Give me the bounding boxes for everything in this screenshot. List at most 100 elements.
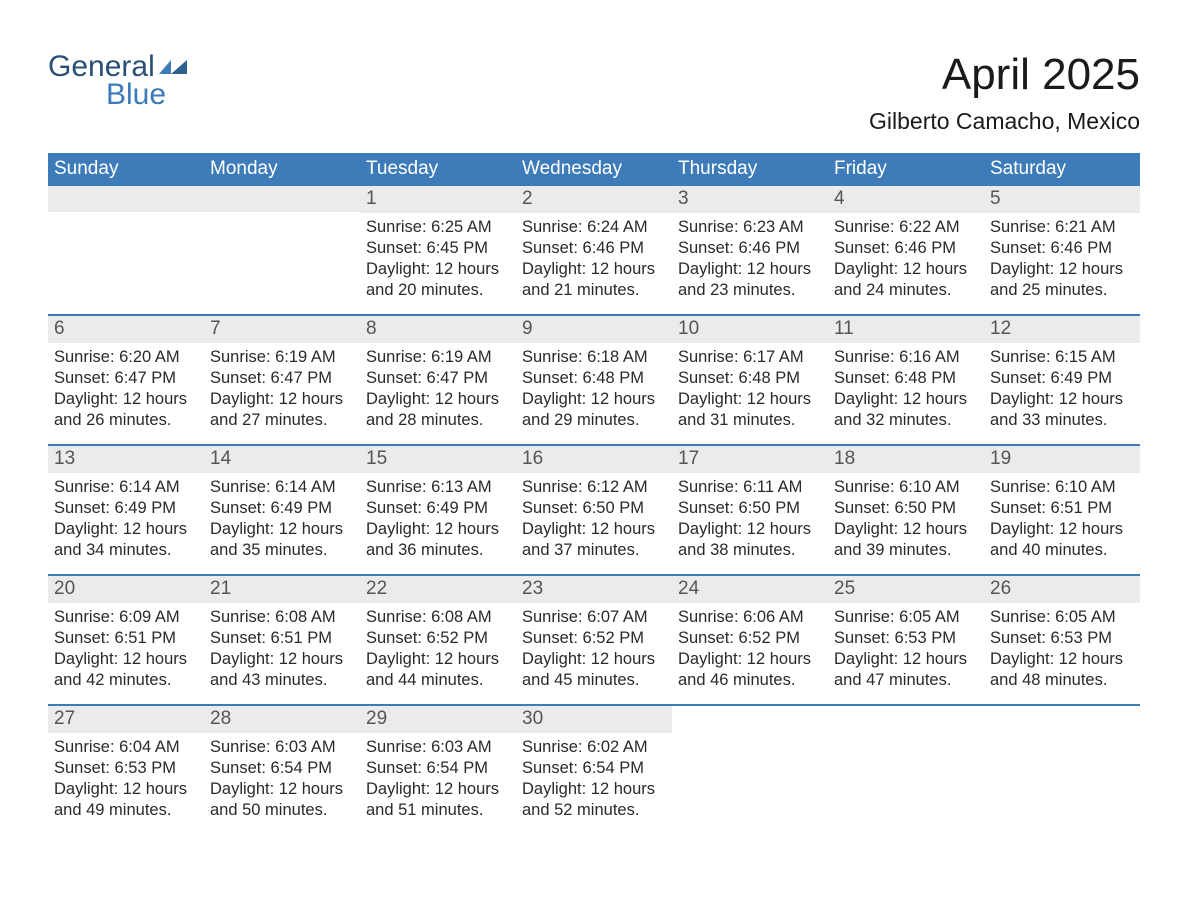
day-cell [204,186,360,314]
sunset-text: Sunset: 6:49 PM [54,498,198,519]
day-cell: 6Sunrise: 6:20 AMSunset: 6:47 PMDaylight… [48,316,204,444]
day-number-bar: 30 [516,706,672,733]
day-number: 7 [210,318,221,339]
day-number-bar: 14 [204,446,360,473]
day-info: Sunrise: 6:14 AMSunset: 6:49 PMDaylight:… [210,477,354,561]
sunrise-text: Sunrise: 6:25 AM [366,217,510,238]
sunset-text: Sunset: 6:46 PM [834,238,978,259]
day-cell [48,186,204,314]
sunrise-text: Sunrise: 6:05 AM [990,607,1134,628]
sunset-text: Sunset: 6:48 PM [678,368,822,389]
sunset-text: Sunset: 6:45 PM [366,238,510,259]
weekday-label: Monday [204,153,360,186]
day-number: 26 [990,578,1011,599]
day-info: Sunrise: 6:21 AMSunset: 6:46 PMDaylight:… [990,217,1134,301]
daylight-text: Daylight: 12 hours and 47 minutes. [834,649,978,691]
sunrise-text: Sunrise: 6:05 AM [834,607,978,628]
sunrise-text: Sunrise: 6:03 AM [366,737,510,758]
weekday-label: Tuesday [360,153,516,186]
daylight-text: Daylight: 12 hours and 24 minutes. [834,259,978,301]
logo: General Blue [48,50,187,112]
week-row: 20Sunrise: 6:09 AMSunset: 6:51 PMDayligh… [48,574,1140,704]
day-info: Sunrise: 6:05 AMSunset: 6:53 PMDaylight:… [834,607,978,691]
day-cell: 13Sunrise: 6:14 AMSunset: 6:49 PMDayligh… [48,446,204,574]
daylight-text: Daylight: 12 hours and 35 minutes. [210,519,354,561]
day-number: 15 [366,448,387,469]
day-number: 9 [522,318,533,339]
day-info: Sunrise: 6:12 AMSunset: 6:50 PMDaylight:… [522,477,666,561]
calendar-grid: Sunday Monday Tuesday Wednesday Thursday… [48,153,1140,834]
sunset-text: Sunset: 6:49 PM [210,498,354,519]
sunrise-text: Sunrise: 6:06 AM [678,607,822,628]
day-number-bar: 15 [360,446,516,473]
day-info: Sunrise: 6:10 AMSunset: 6:50 PMDaylight:… [834,477,978,561]
day-info: Sunrise: 6:08 AMSunset: 6:52 PMDaylight:… [366,607,510,691]
day-number-bar: 19 [984,446,1140,473]
day-number: 17 [678,448,699,469]
day-cell [984,706,1140,834]
sunset-text: Sunset: 6:52 PM [678,628,822,649]
day-info: Sunrise: 6:17 AMSunset: 6:48 PMDaylight:… [678,347,822,431]
daylight-text: Daylight: 12 hours and 33 minutes. [990,389,1134,431]
daylight-text: Daylight: 12 hours and 39 minutes. [834,519,978,561]
sunset-text: Sunset: 6:47 PM [366,368,510,389]
sunset-text: Sunset: 6:54 PM [366,758,510,779]
day-cell: 2Sunrise: 6:24 AMSunset: 6:46 PMDaylight… [516,186,672,314]
day-number: 30 [522,708,543,729]
daylight-text: Daylight: 12 hours and 50 minutes. [210,779,354,821]
day-number-bar: 28 [204,706,360,733]
sunrise-text: Sunrise: 6:15 AM [990,347,1134,368]
sunset-text: Sunset: 6:54 PM [210,758,354,779]
day-number: 23 [522,578,543,599]
sunrise-text: Sunrise: 6:16 AM [834,347,978,368]
day-info: Sunrise: 6:22 AMSunset: 6:46 PMDaylight:… [834,217,978,301]
day-info: Sunrise: 6:07 AMSunset: 6:52 PMDaylight:… [522,607,666,691]
daylight-text: Daylight: 12 hours and 27 minutes. [210,389,354,431]
day-info: Sunrise: 6:04 AMSunset: 6:53 PMDaylight:… [54,737,198,821]
daylight-text: Daylight: 12 hours and 52 minutes. [522,779,666,821]
day-number-bar: 13 [48,446,204,473]
day-cell: 19Sunrise: 6:10 AMSunset: 6:51 PMDayligh… [984,446,1140,574]
day-info: Sunrise: 6:03 AMSunset: 6:54 PMDaylight:… [210,737,354,821]
day-number: 3 [678,188,689,209]
sunrise-text: Sunrise: 6:23 AM [678,217,822,238]
logo-flag-icon [159,58,187,76]
daylight-text: Daylight: 12 hours and 23 minutes. [678,259,822,301]
sunset-text: Sunset: 6:51 PM [210,628,354,649]
sunrise-text: Sunrise: 6:19 AM [366,347,510,368]
sunrise-text: Sunrise: 6:08 AM [210,607,354,628]
sunrise-text: Sunrise: 6:03 AM [210,737,354,758]
sunrise-text: Sunrise: 6:17 AM [678,347,822,368]
day-info: Sunrise: 6:23 AMSunset: 6:46 PMDaylight:… [678,217,822,301]
day-number-bar: 24 [672,576,828,603]
day-info: Sunrise: 6:11 AMSunset: 6:50 PMDaylight:… [678,477,822,561]
day-number-bar: 8 [360,316,516,343]
week-row: 1Sunrise: 6:25 AMSunset: 6:45 PMDaylight… [48,186,1140,314]
sunset-text: Sunset: 6:46 PM [990,238,1134,259]
week-row: 13Sunrise: 6:14 AMSunset: 6:49 PMDayligh… [48,444,1140,574]
day-number-bar: 16 [516,446,672,473]
daylight-text: Daylight: 12 hours and 37 minutes. [522,519,666,561]
sunrise-text: Sunrise: 6:14 AM [54,477,198,498]
day-number: 27 [54,708,75,729]
sunset-text: Sunset: 6:52 PM [522,628,666,649]
day-cell: 21Sunrise: 6:08 AMSunset: 6:51 PMDayligh… [204,576,360,704]
day-cell: 18Sunrise: 6:10 AMSunset: 6:50 PMDayligh… [828,446,984,574]
day-number-bar: 5 [984,186,1140,213]
weekday-label: Sunday [48,153,204,186]
daylight-text: Daylight: 12 hours and 49 minutes. [54,779,198,821]
day-cell [828,706,984,834]
day-number-bar: 25 [828,576,984,603]
day-number-bar-empty [204,186,360,212]
day-cell: 10 Sunrise: 6:17 AMSunset: 6:48 PMDayligh… [672,316,828,444]
day-number: 8 [366,318,377,339]
day-cell: 29Sunrise: 6:03 AMSunset: 6:54 PMDayligh… [360,706,516,834]
day-number: 12 [990,318,1011,339]
sunrise-text: Sunrise: 6:08 AM [366,607,510,628]
day-info: Sunrise: 6:25 AMSunset: 6:45 PMDaylight:… [366,217,510,301]
day-info: Sunrise: 6:19 AMSunset: 6:47 PMDaylight:… [210,347,354,431]
day-cell: 12Sunrise: 6:15 AMSunset: 6:49 PMDayligh… [984,316,1140,444]
day-number-bar: 10 [672,316,828,343]
day-number: 22 [366,578,387,599]
day-number: 11 [834,318,854,339]
